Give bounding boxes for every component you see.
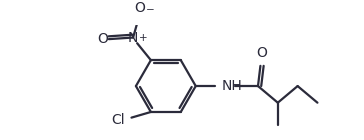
Text: Cl: Cl [111,113,125,127]
Text: N: N [128,31,138,45]
Text: +: + [139,33,147,44]
Text: O: O [134,1,145,15]
Text: O: O [97,32,108,46]
Text: −: − [146,5,155,15]
Text: NH: NH [222,79,242,93]
Text: O: O [257,46,268,60]
